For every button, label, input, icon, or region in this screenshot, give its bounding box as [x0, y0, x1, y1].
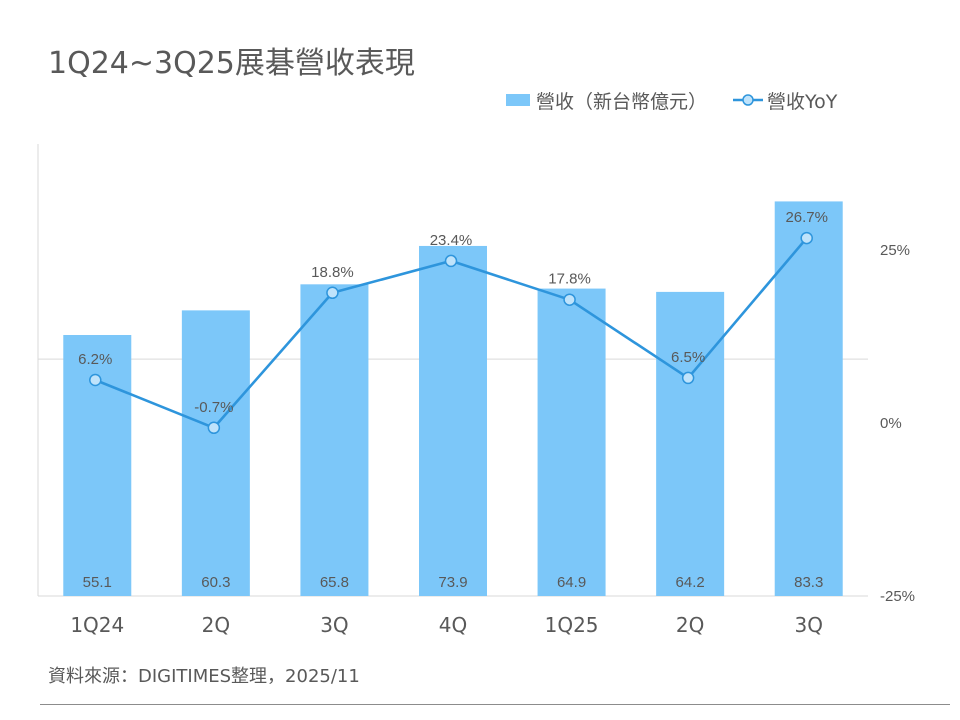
right-axis-tick-label: 0% — [880, 415, 902, 432]
yoy-marker — [563, 293, 576, 306]
x-tick-label: 3Q — [320, 613, 348, 637]
yoy-marker — [681, 371, 695, 385]
legend-item-revenue: 營收（新台幣億元） — [506, 87, 707, 114]
bar-2 — [181, 310, 250, 596]
yoy-value-label: 17.8% — [548, 271, 591, 288]
bar-3 — [300, 284, 369, 596]
bar-5 — [537, 288, 606, 596]
yoy-marker — [800, 231, 813, 245]
bar-value-label: 83.3 — [794, 574, 823, 591]
bar-6 — [656, 291, 725, 596]
right-axis-tick-label: 25% — [880, 242, 910, 259]
bar-value-label: 64.9 — [557, 574, 586, 591]
yoy-marker — [444, 254, 458, 268]
yoy-marker — [326, 286, 339, 300]
legend-revenue-label: 營收（新台幣億元） — [536, 90, 708, 113]
yoy-marker — [207, 421, 221, 435]
legend-yoy-label: 營收YoY — [767, 90, 838, 113]
chart-title: 1Q24~3Q25展碁營收表現 — [48, 46, 415, 81]
yoy-value-label: 26.7% — [785, 209, 828, 226]
legend: 營收（新台幣億元） 營收YoY — [506, 87, 837, 114]
bar-value-label: 73.9 — [438, 574, 467, 591]
bar-value-label: 65.8 — [320, 574, 349, 591]
legend-line-swatch — [733, 94, 764, 106]
x-tick-label: 3Q — [794, 613, 822, 637]
yoy-value-label: -0.7% — [194, 399, 233, 416]
bar-value-label: 60.3 — [201, 574, 230, 591]
bar-7 — [774, 201, 843, 596]
yoy-value-label: 6.2% — [78, 351, 112, 368]
right-axis-tick-label: -25% — [880, 588, 915, 605]
x-tick-label: 2Q — [676, 613, 704, 637]
yoy-value-label: 6.5% — [671, 349, 705, 366]
legend-item-yoy: 營收YoY — [733, 87, 837, 114]
source-note: 資料來源：DIGITIMES整理，2025/11 — [48, 666, 360, 687]
x-tick-label: 2Q — [202, 613, 230, 637]
legend-bar-swatch — [506, 94, 530, 106]
bar-value-label: 64.2 — [676, 574, 705, 591]
bar-value-label: 55.1 — [83, 574, 112, 591]
yoy-value-label: 23.4% — [430, 232, 473, 249]
x-tick-label: 1Q24 — [70, 613, 124, 637]
x-tick-label: 4Q — [439, 613, 467, 637]
yoy-marker — [89, 373, 102, 387]
x-tick-label: 1Q25 — [545, 613, 599, 637]
bar-4 — [419, 245, 487, 596]
footer-divider — [40, 704, 950, 705]
yoy-value-label: 18.8% — [311, 264, 354, 281]
